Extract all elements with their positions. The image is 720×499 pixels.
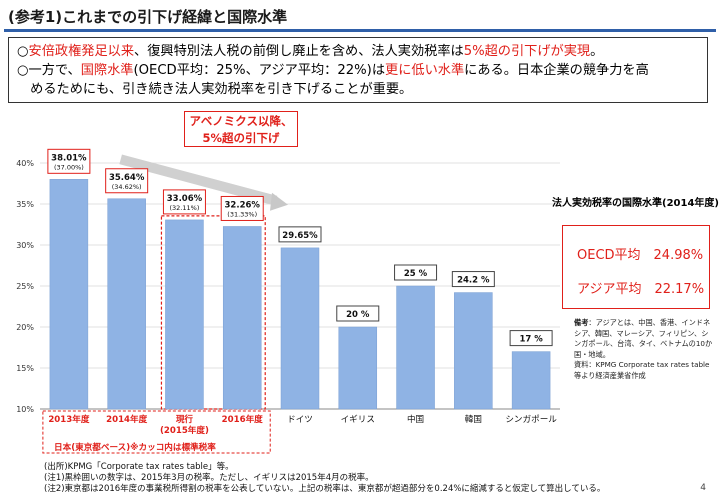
y-tick-label: 30% bbox=[16, 241, 34, 250]
trend-arrow-shaft bbox=[119, 154, 278, 206]
value-label-box bbox=[47, 148, 91, 174]
y-tick-label: 25% bbox=[16, 282, 34, 291]
oecd-average: OECD平均 24.98% bbox=[577, 248, 704, 263]
value-label: 24.2 % bbox=[457, 276, 490, 286]
note-text: ：アジアとは、中国、香港、インドネシア、韓国、マレーシア、フィリピン、シンガポー… bbox=[574, 318, 713, 359]
callout-line: 5%超の引下げ bbox=[202, 131, 280, 145]
y-tick-label: 10% bbox=[16, 405, 34, 414]
abenomics-callout: アベノミクス以降、 5%超の引下げ bbox=[184, 111, 298, 147]
bar bbox=[165, 219, 204, 410]
highlight-text: 更に低い水準 bbox=[385, 63, 465, 78]
value-label-box bbox=[162, 189, 206, 215]
bar bbox=[222, 226, 262, 410]
bar bbox=[511, 351, 551, 410]
value-label: 29.65% bbox=[282, 231, 318, 241]
summary-text: にある。日本企業の競争力を高 bbox=[464, 63, 649, 78]
value-label: 35.64% bbox=[109, 173, 145, 183]
x-category-label: ドイツ bbox=[287, 415, 313, 425]
bar bbox=[280, 247, 320, 410]
x-category-label: シンガポール bbox=[505, 414, 557, 425]
averages-box: OECD平均 24.98% アジア平均 22.17% bbox=[562, 225, 710, 309]
page-number: 4 bbox=[700, 483, 706, 493]
asia-average: アジア平均 22.17% bbox=[577, 282, 705, 297]
side-note: 備考：アジアとは、中国、香港、インドネシア、韓国、マレーシア、フィリピン、シンガ… bbox=[574, 318, 714, 381]
x-category-label: (2015年度) bbox=[160, 424, 209, 436]
summary-text: 、復興特別法人税の前倒し廃止を含め、法人実効税率は bbox=[134, 44, 464, 59]
summary-text: 。 bbox=[590, 44, 604, 59]
bar bbox=[107, 198, 146, 410]
value-label: 17 % bbox=[519, 335, 543, 345]
bar bbox=[454, 292, 493, 410]
bar bbox=[49, 179, 89, 410]
x-category-label: 2014年度 bbox=[106, 413, 148, 425]
sources: (出所)KPMG「Corporate tax rates table」等。 (注… bbox=[44, 462, 605, 495]
standard-rate-label: (34.62%) bbox=[112, 183, 142, 191]
source-line: (注1)黒枠囲いの数字は、2015年3月の税率。ただし、イギリスは2015年4月… bbox=[44, 473, 374, 483]
trend-arrow-head bbox=[270, 192, 288, 211]
summary-text: ○一方で、 bbox=[17, 63, 81, 78]
page-title: (参考1)これまでの引下げ経緯と国際水準 bbox=[8, 8, 288, 26]
standard-rate-label: (37.00%) bbox=[54, 163, 84, 171]
note-label: 備考 bbox=[574, 318, 589, 327]
y-tick-label: 20% bbox=[16, 323, 34, 332]
x-category-label: イギリス bbox=[341, 414, 375, 425]
japan-note: 日本(東京都ベース)※カッコ内は標準税率 bbox=[54, 443, 216, 453]
bullet: ○ bbox=[17, 44, 29, 59]
international-title: 法人実効税率の国際水準(2014年度) bbox=[552, 198, 719, 209]
standard-rate-label: (32.11%) bbox=[170, 204, 200, 212]
value-label-box bbox=[394, 264, 438, 281]
value-label: 32.26% bbox=[225, 200, 261, 210]
callout-line: アベノミクス以降、 bbox=[189, 114, 293, 128]
bar bbox=[338, 326, 378, 410]
summary-box: ○安倍政権発足以来、復興特別法人税の前倒し廃止を含め、法人実効税率は5%超の引下… bbox=[8, 37, 708, 103]
y-tick-label: 15% bbox=[16, 364, 34, 373]
standard-rate-label: (31.33%) bbox=[227, 210, 257, 218]
summary-line-3: めるためにも、引き続き法人実効税率を引き下げることが重要。 bbox=[17, 82, 413, 97]
x-category-label: 現行 bbox=[176, 413, 194, 425]
highlight-text: 安倍政権発足以来 bbox=[28, 44, 135, 59]
note-source: 資料：KPMG Corporate tax rates table等より経済産業… bbox=[574, 360, 710, 380]
summary-line-2: ○一方で、国際水準(OECD平均：25%、アジア平均：22%)は更に低い水準にあ… bbox=[17, 61, 699, 80]
highlight-text: 国際水準 bbox=[80, 63, 134, 78]
value-label-box bbox=[451, 271, 495, 288]
title-underline bbox=[4, 29, 716, 32]
value-label: 20 % bbox=[346, 310, 370, 320]
x-category-label: 2013年度 bbox=[48, 413, 90, 425]
current-rate-dashed-box bbox=[160, 215, 266, 410]
bar bbox=[396, 285, 435, 410]
y-tick-label: 40% bbox=[16, 159, 34, 168]
value-label: 33.06% bbox=[167, 194, 203, 204]
value-label-box bbox=[105, 168, 149, 194]
value-label: 38.01% bbox=[51, 153, 87, 163]
y-tick-label: 35% bbox=[16, 200, 34, 209]
highlight-text: 5%超の引下げが実現 bbox=[463, 44, 591, 59]
value-label-box bbox=[220, 195, 264, 221]
summary-text: (OECD平均：25%、アジア平均：22%)は bbox=[133, 63, 386, 78]
value-label: 25 % bbox=[404, 269, 428, 279]
x-category-label: 韓国 bbox=[465, 414, 482, 425]
japan-label-frame bbox=[42, 410, 271, 454]
x-category-label: 中国 bbox=[407, 413, 424, 425]
value-label-box bbox=[509, 330, 553, 347]
value-label-box bbox=[278, 226, 322, 243]
source-line: (注2)東京都は2016年度の事業税所得割の税率を公表していない。上記の税率は、… bbox=[44, 484, 606, 494]
value-label-box bbox=[336, 305, 380, 322]
x-category-label: 2016年度 bbox=[222, 413, 264, 425]
summary-line-1: ○安倍政権発足以来、復興特別法人税の前倒し廃止を含め、法人実効税率は5%超の引下… bbox=[17, 42, 699, 61]
source-line: (出所)KPMG「Corporate tax rates table」等。 bbox=[44, 462, 234, 472]
